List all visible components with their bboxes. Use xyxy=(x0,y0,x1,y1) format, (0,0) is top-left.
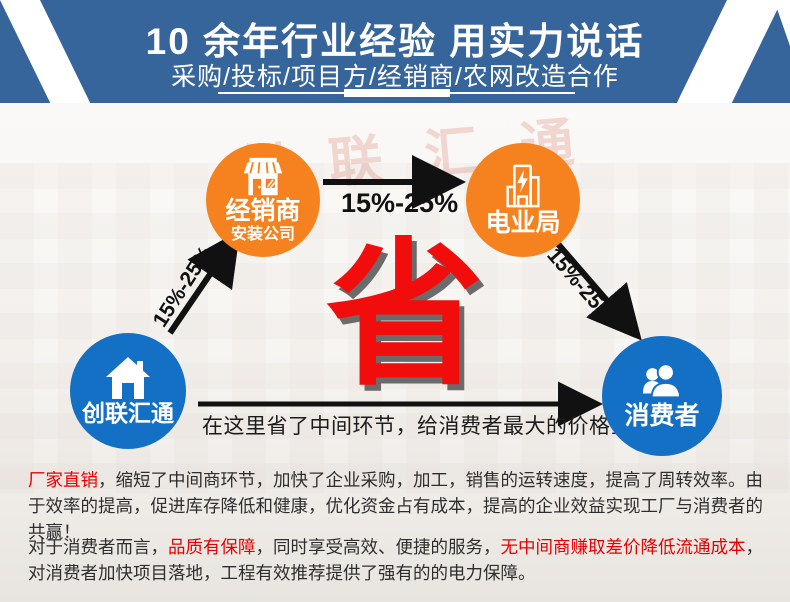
highlight-text: 厂家直销 xyxy=(28,470,98,490)
node-dealer-sublabel: 安装公司 xyxy=(230,226,295,244)
highlight-text: 品质有保障 xyxy=(168,537,256,557)
body-text: ，缩短了中间商环节，加快了企业采购，加工，销售的运转速度，提高了周转效率。由于效… xyxy=(28,470,763,542)
node-dealer: 经销商 安装公司 xyxy=(206,143,320,257)
body-text: ，对消费者加快项目落地，工程有效推荐提供了强有的的电力保障。 xyxy=(28,537,763,583)
edge-label-dealer-to-power: 15%-25% xyxy=(341,188,459,218)
header-banner: 10 余年行业经验 用实力说话 采购/投标/项目方/经销商/农网改造合作 xyxy=(0,0,790,103)
body-text: ，同时享受高效、便捷的服务， xyxy=(255,537,501,557)
power-building-icon xyxy=(500,162,546,210)
savings-character: 省 xyxy=(326,228,484,404)
paragraph-consumer: 对于消费者而言，品质有保障，同时享受高效、便捷的服务，无中间商赚取差价降低流通成… xyxy=(28,534,764,586)
page-title: 10 余年行业经验 用实力说话 xyxy=(145,21,645,62)
node-power-bureau: 电业局 xyxy=(466,143,580,257)
node-dealer-label: 经销商 xyxy=(225,196,301,225)
node-consumer: 消费者 xyxy=(602,336,722,456)
node-power-label: 电业局 xyxy=(485,209,561,238)
paragraph-manufacturer: 厂家直销，缩短了中间商环节，加快了企业采购，加工，销售的运转速度，提高了周转效率… xyxy=(28,467,764,545)
header-divider-bar xyxy=(344,89,450,97)
body-text: 对于消费者而言， xyxy=(28,537,168,557)
people-icon xyxy=(639,361,685,403)
storefront-icon xyxy=(241,156,285,198)
highlight-text: 无中间商赚取差价降低流通成本 xyxy=(500,537,746,557)
diagram-caption: 在这里省了中间环节，给消费者最大的价格空间 xyxy=(202,415,654,438)
node-company: 创联汇通 xyxy=(70,333,186,449)
page-subtitle: 采购/投标/项目方/经销商/农网改造合作 xyxy=(171,63,619,91)
node-consumer-label: 消费者 xyxy=(624,402,700,431)
node-company-label: 创联汇通 xyxy=(82,400,174,427)
house-icon xyxy=(104,355,152,401)
